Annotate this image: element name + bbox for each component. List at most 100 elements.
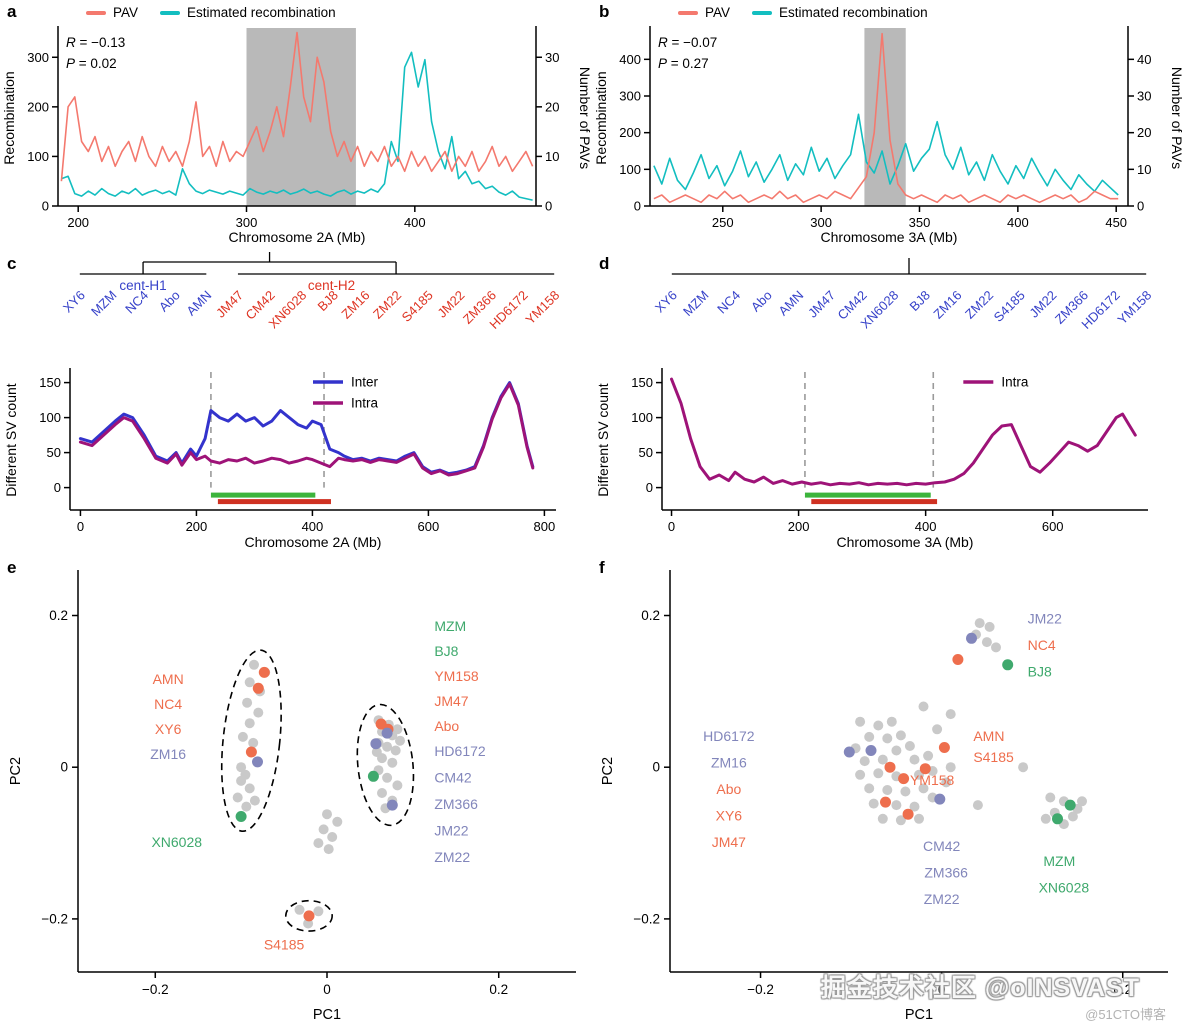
- accession-label-NC4: NC4: [714, 288, 743, 317]
- y-tick-label-left: 0: [634, 199, 641, 214]
- accession-label-JM47: JM47: [213, 288, 246, 321]
- data-point-gray: [882, 733, 893, 744]
- panel-c: c cent-H1 cent-H2 XY6 MZM NC4 Abo AMN JM47 CM42 X…: [0, 252, 592, 556]
- pav-line-swatch: [678, 10, 698, 15]
- data-point-gray: [1018, 762, 1029, 773]
- y-tick-label-left: 400: [619, 52, 641, 67]
- data-point-gray: [895, 730, 906, 741]
- series-line-PAV: [60, 31, 534, 182]
- data-point-slate: [381, 727, 393, 739]
- data-point-slate: [865, 745, 877, 756]
- accession-label-AMN: AMN: [973, 728, 1004, 744]
- data-point-gray: [313, 838, 324, 849]
- data-point-green: [235, 811, 247, 822]
- data-point-gray: [941, 777, 952, 788]
- r-value: = −0.07: [671, 35, 718, 50]
- data-point-orange: [252, 682, 264, 694]
- legend-a: PAV Estimated recombination: [86, 5, 336, 20]
- data-point-gray: [249, 795, 260, 806]
- data-point-gray: [945, 762, 956, 773]
- data-point-gray: [945, 709, 956, 720]
- accession-label-AMN: AMN: [183, 288, 214, 319]
- data-point-gray: [904, 741, 915, 751]
- panel-letter-e: e: [7, 558, 17, 577]
- panel-a: a PAV Estimated recombination R = −0.13 …: [0, 0, 592, 252]
- series-line-Intra: [78, 382, 535, 477]
- y-tick-label: 150: [631, 375, 653, 390]
- x-axis-title: PC1: [313, 1007, 341, 1023]
- cluster-ellipse: [220, 649, 282, 833]
- y-axis-title-left: Recombination: [593, 71, 609, 164]
- data-point-gray: [984, 621, 995, 632]
- y-axis-title-right: Number of PAVs: [1169, 67, 1184, 169]
- data-point-orange: [902, 808, 914, 820]
- data-point-gray: [236, 762, 247, 773]
- accession-label-XN6028: XN6028: [1039, 880, 1090, 896]
- data-point-gray: [891, 800, 902, 811]
- p-stat: P = 0.02: [66, 54, 125, 75]
- r-symbol: R: [66, 35, 76, 50]
- data-point-gray: [318, 824, 329, 835]
- legend-item-recombination: Estimated recombination: [752, 5, 928, 20]
- data-point-gray: [382, 772, 393, 783]
- y-axis-title: Different SV count: [595, 383, 611, 496]
- accession-label-YM158: YM158: [523, 288, 563, 328]
- clade-label-cent-h2: cent-H2: [308, 278, 355, 293]
- accession-label-YM158: YM158: [434, 668, 479, 684]
- cluster-ellipse: [284, 899, 333, 932]
- y-tick-label: 0: [646, 480, 653, 495]
- legend-label-Intra: Intra: [1001, 375, 1029, 390]
- legend-label-Inter: Inter: [351, 375, 379, 390]
- centromere-shaded-region: [864, 28, 906, 206]
- y-tick-label: −0.2: [633, 911, 660, 926]
- accession-label-MZM: MZM: [1043, 853, 1075, 869]
- data-point-gray: [392, 780, 403, 791]
- x-tick-label: 250: [712, 215, 734, 230]
- accession-label-S4185: S4185: [973, 749, 1014, 765]
- region-bar-red_bar: [811, 499, 938, 505]
- accession-label-ZM366: ZM366: [924, 864, 968, 880]
- accession-label-XY6: XY6: [155, 721, 182, 737]
- data-point-gray: [249, 659, 259, 670]
- accession-label-MZM: MZM: [434, 618, 466, 634]
- y-tick-label-left: 100: [619, 162, 641, 177]
- data-point-gray: [855, 716, 866, 727]
- legend-label-pav: PAV: [113, 5, 139, 20]
- accession-label-XY6: XY6: [60, 288, 88, 316]
- p-symbol: P: [66, 55, 76, 71]
- p-value: = 0.02: [78, 55, 117, 71]
- data-point-orange: [898, 773, 910, 785]
- y-tick-label: −0.2: [41, 911, 68, 926]
- y-tick-label: 100: [631, 410, 653, 425]
- x-tick-label: 600: [418, 519, 440, 534]
- data-point-gray: [390, 745, 401, 756]
- x-tick-label: −0.2: [142, 982, 169, 997]
- accession-label-JM22: JM22: [1028, 610, 1062, 626]
- data-point-gray: [244, 718, 255, 729]
- data-point-gray: [873, 720, 884, 731]
- data-point-gray: [242, 697, 253, 708]
- p-stat: P = 0.27: [658, 54, 717, 75]
- data-point-gray: [877, 754, 888, 765]
- clade-label-cent-h1: cent-H1: [119, 278, 166, 293]
- data-point-gray: [1045, 792, 1056, 803]
- r-stat: R = −0.07: [658, 33, 717, 54]
- data-point-gray: [322, 809, 332, 820]
- data-point-gray: [909, 801, 920, 812]
- x-tick-label: 300: [810, 215, 832, 230]
- data-point-gray: [395, 735, 405, 746]
- legend-item-recombination: Estimated recombination: [160, 5, 336, 20]
- data-point-gray: [1067, 811, 1078, 822]
- recombination-line-swatch: [752, 10, 773, 15]
- data-point-gray: [972, 800, 983, 811]
- data-point-gray: [909, 754, 920, 765]
- data-point-gray: [382, 741, 393, 752]
- accession-label-BJ8: BJ8: [1028, 663, 1052, 679]
- x-tick-label: 350: [909, 215, 931, 230]
- accession-label-HD6172: HD6172: [703, 728, 755, 744]
- legend-item-pav: PAV: [678, 5, 730, 20]
- data-point-orange: [919, 763, 931, 775]
- data-point-slate: [966, 632, 977, 644]
